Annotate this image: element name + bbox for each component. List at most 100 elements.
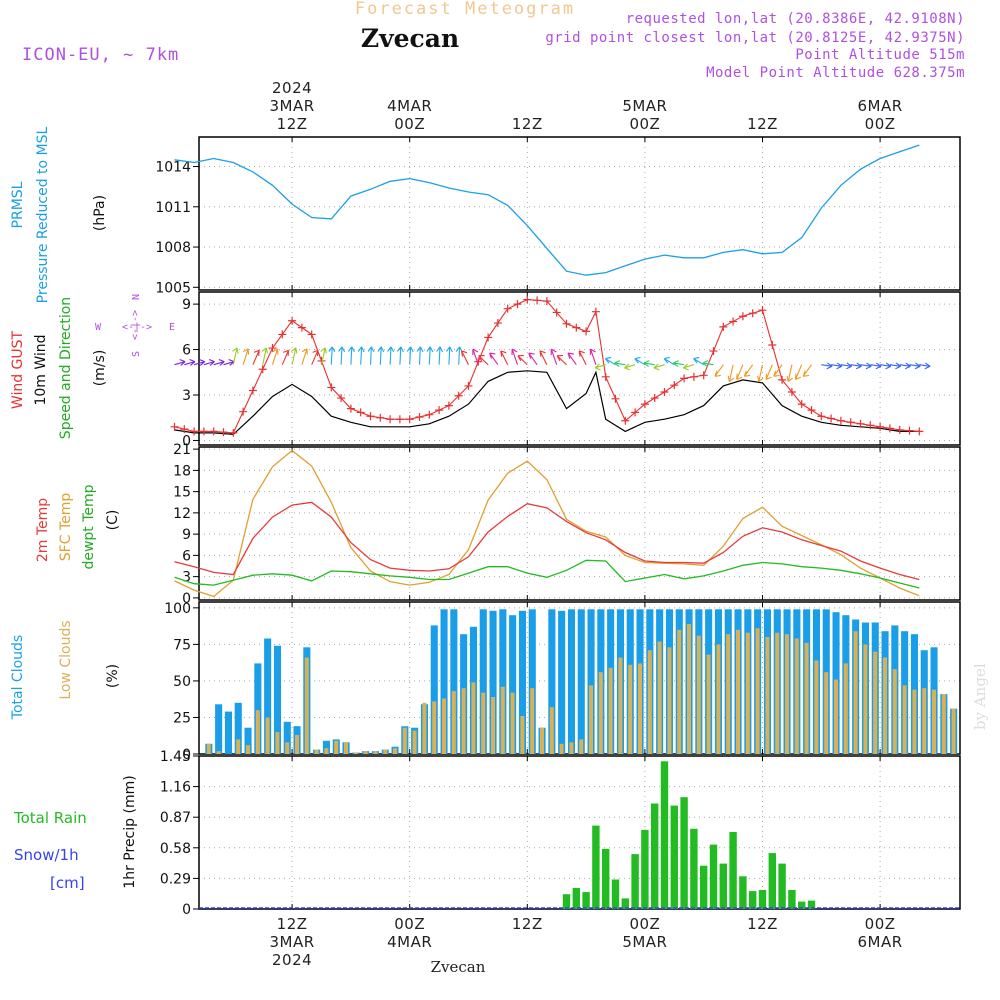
chart-title: Forecast Meteogram	[355, 0, 575, 19]
wind-direction-arrow	[478, 355, 489, 366]
precipitation-ytick-label: 0.29	[160, 871, 191, 887]
wind-gust-marker	[219, 428, 228, 437]
low-clouds-bar	[667, 647, 672, 754]
low-clouds-bar	[500, 686, 505, 754]
prmsl-ytick-label: 1008	[155, 240, 191, 256]
wind-direction-arrow	[416, 346, 424, 365]
precipitation-ytick-label: 0.58	[160, 841, 191, 857]
wind-direction-arrow	[281, 349, 290, 365]
wind-gust-marker	[327, 383, 336, 392]
wind-direction-arrow	[794, 364, 803, 381]
wind-gust-marker	[768, 341, 777, 350]
wind-ytick-label: 9	[182, 297, 191, 313]
wind-direction-arrow	[426, 346, 434, 365]
wind-direction-arrow	[672, 360, 685, 368]
wind-gust-marker	[729, 317, 738, 326]
prmsl-frame	[198, 136, 961, 291]
wind-gust-marker	[542, 297, 551, 306]
bottom-time-label: 12Z	[747, 915, 778, 933]
wind-direction-arrow	[377, 346, 385, 365]
precipitation-ytick-label: 1.16	[160, 780, 191, 796]
model-point-altitude: Model Point Altitude 628.375m	[706, 65, 965, 81]
wind-gust-marker	[748, 309, 757, 318]
compass-rose: N <-|-> S W <-|-> E	[95, 294, 175, 357]
low-clouds-bar	[471, 682, 476, 754]
low-clouds-bar	[442, 698, 446, 754]
wind-gust-marker	[346, 404, 355, 413]
precip-unit: 1hr Precip (mm)	[122, 775, 138, 888]
low-clouds-bar	[216, 751, 221, 754]
low-clouds-bar	[393, 748, 397, 754]
wind-direction-arrows	[174, 346, 931, 383]
rain-bar	[651, 803, 659, 909]
wind-gust-marker	[905, 426, 914, 435]
clouds-ytick-label: 25	[173, 710, 191, 726]
wind-gust-marker	[709, 347, 718, 356]
prmsl-ytick-label: 1005	[155, 280, 191, 296]
total-clouds-bar	[215, 704, 223, 754]
wind-direction-arrow	[290, 347, 298, 365]
wind-direction-arrow	[328, 346, 336, 365]
wind-direction-arrow	[604, 356, 616, 366]
wind-direction-arrow	[396, 346, 404, 365]
total-clouds-bar	[224, 711, 232, 754]
low-clouds-bar	[275, 732, 280, 754]
wind-gust-marker	[493, 319, 502, 328]
temperature-ytick-label: 15	[173, 485, 191, 501]
wind-unit: (m/s)	[92, 350, 108, 387]
rain-bar	[768, 853, 776, 909]
low-clouds-bar	[432, 701, 437, 754]
wind-gust-marker	[797, 400, 806, 409]
temp-sfc-label: SFC Temp	[58, 493, 74, 562]
wind-direction-arrow	[406, 346, 414, 365]
low-clouds-bar	[736, 629, 740, 754]
wind-gust-marker	[297, 323, 306, 332]
wind-gust-marker	[778, 375, 787, 384]
rain-bar	[621, 898, 629, 909]
wind-direction-arrow	[242, 348, 250, 365]
low-clouds-bar	[922, 688, 927, 754]
low-clouds-bar	[706, 654, 711, 754]
low-clouds-bar	[510, 692, 515, 754]
low-clouds-bar	[383, 749, 388, 754]
low-clouds-bar	[265, 717, 270, 754]
low-clouds-bar	[853, 631, 858, 754]
top-time-label: 5MAR	[622, 97, 667, 115]
precipitation-ytick-label: 0	[182, 902, 191, 918]
wind-direction-arrow	[594, 363, 606, 371]
wind-gust-marker	[689, 372, 698, 381]
wind-gust-marker	[376, 413, 385, 422]
low-clouds-bar	[745, 632, 750, 754]
grid-point-lonlat: grid point closest lon,lat (20.8125E, 42…	[545, 30, 965, 46]
total-clouds-bar	[489, 610, 497, 754]
wind-direction-arrow	[461, 350, 469, 365]
wind-gust-marker	[258, 365, 267, 374]
low-clouds-bar	[628, 664, 633, 754]
clouds-unit: (%)	[105, 664, 121, 688]
total-clouds-bar	[283, 721, 291, 754]
wind-gust-marker	[503, 304, 512, 313]
low-clouds-bar	[902, 685, 907, 754]
low-clouds-bar	[883, 657, 887, 754]
low-clouds-bar	[422, 702, 427, 754]
temperature-ytick-label: 21	[173, 442, 191, 458]
low-clouds-bar	[236, 739, 241, 754]
rain-bar	[739, 876, 747, 909]
wind-gust-marker	[523, 295, 532, 304]
low-clouds-bar	[696, 635, 701, 754]
wind-direction-arrow	[271, 348, 279, 365]
low-clouds-bar	[843, 663, 848, 754]
prmsl-label: PRMSL	[10, 181, 26, 228]
wind-direction-arrow	[757, 364, 764, 383]
wind-direction-arrow	[338, 346, 346, 365]
wind-gust-marker	[170, 422, 179, 431]
low-clouds-bar	[295, 735, 299, 754]
rain-bar	[582, 892, 590, 909]
low-clouds-bar	[775, 632, 780, 754]
precipitation-ytick-label: 1.45	[160, 749, 191, 765]
wind-gust-marker	[190, 427, 199, 436]
wind-gust-marker	[435, 406, 444, 415]
low-clouds-bar	[951, 708, 956, 754]
bottom-time-label: 2024	[272, 951, 312, 969]
wind-gust-marker	[513, 300, 522, 309]
